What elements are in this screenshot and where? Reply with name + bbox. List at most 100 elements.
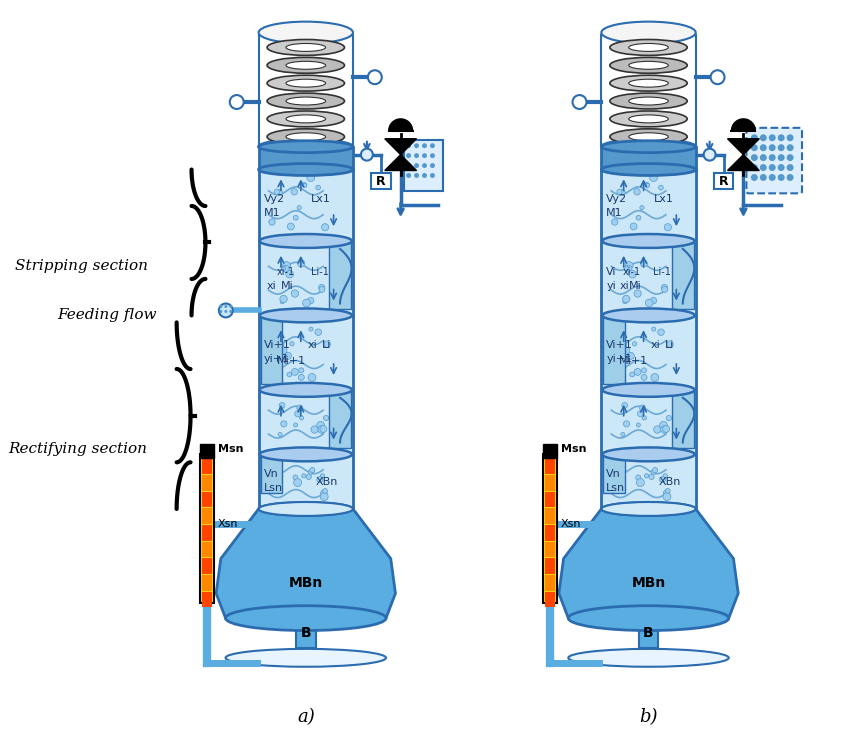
Ellipse shape (609, 76, 687, 91)
Circle shape (286, 270, 293, 278)
FancyBboxPatch shape (746, 128, 802, 193)
Circle shape (422, 173, 427, 178)
Text: Li: Li (321, 339, 331, 350)
Circle shape (778, 134, 785, 142)
Circle shape (230, 95, 244, 109)
Circle shape (406, 163, 411, 168)
Text: xi: xi (308, 339, 318, 350)
Ellipse shape (609, 111, 687, 127)
Ellipse shape (603, 234, 694, 248)
Circle shape (778, 154, 785, 161)
Bar (202, 542, 212, 557)
Bar (545, 542, 555, 557)
Circle shape (317, 422, 325, 429)
Circle shape (224, 310, 227, 313)
Ellipse shape (601, 502, 695, 516)
Bar (672, 392, 694, 448)
Text: MBn: MBn (632, 576, 666, 591)
Circle shape (661, 287, 667, 293)
Ellipse shape (267, 39, 344, 56)
Circle shape (663, 490, 670, 496)
Circle shape (230, 310, 232, 313)
Circle shape (751, 134, 758, 142)
Circle shape (620, 342, 626, 349)
Circle shape (786, 144, 794, 151)
Circle shape (293, 423, 298, 427)
Circle shape (666, 341, 673, 348)
Text: Mi+1: Mi+1 (276, 356, 306, 365)
Circle shape (622, 296, 630, 302)
Ellipse shape (267, 93, 344, 109)
Circle shape (768, 154, 776, 161)
Bar (202, 491, 212, 508)
Circle shape (661, 285, 667, 290)
Circle shape (751, 144, 758, 151)
Circle shape (630, 223, 637, 230)
Text: Vy2: Vy2 (264, 194, 285, 205)
Circle shape (320, 425, 327, 433)
Text: Msn: Msn (218, 445, 243, 454)
Ellipse shape (603, 383, 694, 396)
Circle shape (430, 143, 435, 148)
Circle shape (643, 416, 646, 420)
Circle shape (654, 426, 661, 433)
Text: XBn: XBn (315, 476, 338, 487)
Circle shape (278, 433, 282, 436)
Circle shape (309, 470, 313, 474)
Circle shape (269, 219, 275, 225)
Ellipse shape (267, 111, 344, 127)
Bar (604, 248, 694, 308)
Circle shape (778, 164, 785, 171)
Bar (604, 322, 694, 383)
Bar (261, 317, 282, 384)
Circle shape (751, 164, 758, 171)
Circle shape (414, 163, 419, 168)
Ellipse shape (629, 44, 668, 51)
Bar (545, 575, 555, 591)
Polygon shape (388, 119, 412, 131)
Circle shape (280, 421, 286, 427)
Circle shape (760, 164, 767, 171)
Polygon shape (732, 119, 756, 131)
Text: Vy2: Vy2 (606, 194, 627, 205)
Ellipse shape (601, 164, 695, 176)
Ellipse shape (267, 76, 344, 91)
Circle shape (218, 304, 233, 317)
Circle shape (406, 143, 411, 148)
Circle shape (611, 219, 618, 225)
Text: Vi: Vi (606, 268, 617, 277)
Circle shape (319, 285, 325, 290)
Circle shape (664, 224, 672, 231)
Ellipse shape (286, 133, 326, 141)
Ellipse shape (601, 139, 695, 155)
Text: Xsn: Xsn (561, 519, 581, 529)
Text: Vi+1: Vi+1 (264, 339, 291, 350)
Circle shape (751, 174, 758, 181)
Text: Msn: Msn (561, 445, 586, 454)
Circle shape (751, 154, 758, 161)
Bar (604, 396, 694, 448)
Circle shape (406, 173, 411, 178)
Circle shape (308, 373, 316, 382)
Circle shape (422, 153, 427, 158)
Circle shape (786, 134, 794, 142)
Circle shape (298, 374, 304, 380)
Ellipse shape (629, 97, 668, 105)
Polygon shape (385, 155, 416, 170)
Bar (545, 475, 555, 491)
Circle shape (279, 402, 285, 408)
Bar (261, 322, 351, 383)
Ellipse shape (609, 57, 687, 73)
Bar (543, 454, 557, 603)
Circle shape (634, 368, 641, 376)
Circle shape (219, 305, 223, 308)
Text: MBn: MBn (289, 576, 323, 591)
Text: Lx1: Lx1 (311, 194, 331, 205)
Bar (672, 243, 694, 310)
Circle shape (619, 190, 626, 196)
Circle shape (321, 224, 329, 231)
Circle shape (573, 95, 586, 109)
Bar (545, 459, 555, 474)
Ellipse shape (286, 62, 326, 69)
Circle shape (430, 163, 435, 168)
